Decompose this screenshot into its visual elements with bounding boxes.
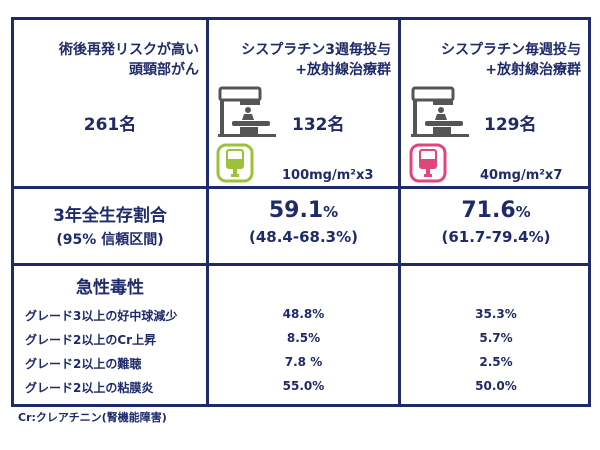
survival-label: 3年全生存割合: [53, 206, 167, 226]
row-divider: [14, 186, 588, 189]
col2-survival-value: 59.1%: [268, 198, 339, 223]
survival-ci-label: (95% 信頼区間): [56, 232, 164, 248]
footnote: Cr:クレアチニン(腎機能障害): [18, 411, 167, 424]
iv-drip-bag-icon: [216, 143, 254, 183]
toxicity-row-label: グレード2以上の難聴: [25, 357, 142, 371]
toxicity-row-label: グレード2以上の粘膜炎: [25, 381, 154, 395]
toxicity-row-col2: 48.8%: [282, 307, 325, 321]
col2-title-line1: シスプラチン3週毎投与: [241, 42, 391, 58]
col3-survival-ci: (61.7-79.4%): [441, 228, 551, 246]
col2-count: 132名: [292, 115, 345, 135]
col1-title-line2: 頭頸部がん: [129, 62, 199, 78]
column-divider: [206, 20, 209, 404]
col3-title-line2: +放射線治療群: [485, 62, 581, 78]
col1-title-line1: 術後再発リスクが高い: [59, 42, 199, 58]
toxicity-row-col3: 50.0%: [475, 379, 517, 393]
toxicity-row-label: グレード3以上の好中球減少: [25, 309, 178, 323]
toxicity-row-col3: 2.5%: [479, 355, 513, 369]
col2-title-line2: +放射線治療群: [295, 62, 391, 78]
col3-dose: 40mg/m²x7: [480, 168, 563, 183]
col3-title-line1: シスプラチン毎週投与: [441, 42, 581, 58]
toxicity-row-col2: 55.0%: [282, 379, 325, 393]
col3-survival-value: 71.6%: [461, 198, 531, 223]
toxicity-row-col2: 8.5%: [286, 331, 321, 345]
column-divider: [398, 20, 401, 404]
toxicity-row-col3: 5.7%: [479, 331, 513, 345]
col3-count: 129名: [484, 115, 537, 135]
radiation-machine-icon: [411, 86, 469, 137]
results-table: 術後再発リスクが高い 頭頸部がん 261名 シスプラチン3週毎投与 +放射線治療…: [11, 17, 591, 407]
toxicity-row-col3: 35.3%: [475, 307, 517, 321]
col2-dose: 100mg/m²x3: [282, 168, 374, 183]
row-divider: [14, 263, 588, 266]
toxicity-row-col2: 7.8 %: [284, 355, 323, 369]
radiation-machine-icon: [218, 86, 276, 137]
col1-count: 261名: [83, 115, 137, 135]
col2-survival-ci: (48.4-68.3%): [249, 228, 358, 246]
toxicity-header: 急性毒性: [76, 278, 144, 298]
toxicity-row-label: グレード2以上のCr上昇: [25, 333, 157, 347]
iv-drip-bag-icon: [409, 143, 447, 183]
